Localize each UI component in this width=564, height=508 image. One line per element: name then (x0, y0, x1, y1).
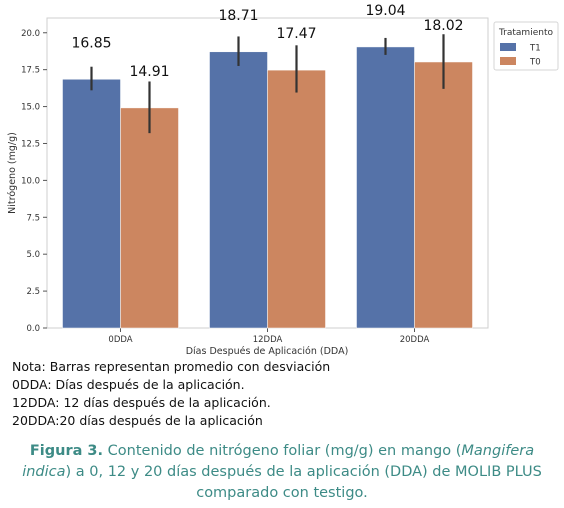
caption-text: ) a 0, 12 y 20 días después de la aplica… (65, 464, 542, 501)
x-tick-label: 12DDA (253, 335, 283, 345)
figure-caption: Figura 3. Contenido de nitrógeno foliar … (10, 441, 554, 504)
y-tick-label: 7.5 (26, 213, 40, 223)
y-tick-label: 10.0 (21, 176, 40, 186)
y-tick-label: 5.0 (26, 250, 40, 260)
y-tick-label: 0.0 (26, 324, 40, 334)
legend-label: T0 (529, 58, 541, 68)
caption-species: Mangifera indica (22, 443, 535, 480)
bars (62, 46, 473, 329)
x-axis-label: Días Después de Aplicación (DDA) (186, 346, 349, 357)
y-tick-label: 12.5 (21, 139, 40, 149)
bar-t1 (356, 46, 415, 329)
note-line: 20DDA:20 días después de la aplicación (12, 413, 263, 428)
error-bars (90, 34, 445, 134)
y-tick-label: 15.0 (21, 103, 40, 113)
y-axis-label: Nitrógeno (mg/g) (7, 132, 18, 214)
note-line: Nota: Barras representan promedio con de… (12, 359, 331, 374)
data-labels: 16.85 14.91 18.71 17.47 19.04 18.02 (71, 3, 463, 80)
y-axis: 0.0 2.5 5.0 7.5 10.0 12.5 15.0 17.5 20.0 (21, 29, 47, 334)
caption-label: Figura 3. (29, 443, 104, 459)
y-tick-label: 2.5 (26, 287, 40, 297)
x-axis: 0DDA 12DDA 20DDA (108, 328, 429, 345)
data-label: 16.85 (71, 35, 111, 51)
x-tick-label: 0DDA (108, 335, 132, 345)
legend-swatch-t1 (500, 43, 516, 51)
bar-t0 (414, 61, 473, 329)
note-line: 12DDA: 12 días después de la aplicación. (12, 395, 271, 410)
legend-swatch-t0 (500, 57, 516, 65)
data-label: 14.91 (129, 64, 169, 80)
bar-t0 (120, 107, 179, 329)
bar-t0 (267, 69, 326, 329)
data-label: 17.47 (276, 26, 316, 42)
chart-notes: Nota: Barras representan promedio con de… (12, 358, 552, 430)
legend-label: T1 (529, 44, 541, 54)
bar-chart: 0.0 2.5 5.0 7.5 10.0 12.5 15.0 17.5 20.0 0DDA 12D… (7, 3, 559, 357)
bar-t1 (62, 79, 121, 329)
x-tick-label: 20DDA (400, 335, 430, 345)
legend: Tratamiento T1 T0 (493, 21, 559, 71)
data-label: 18.71 (218, 8, 258, 24)
y-tick-label: 20.0 (21, 29, 40, 39)
bar-t1 (209, 51, 268, 329)
caption-text: Contenido de nitrógeno foliar (mg/g) en … (103, 443, 462, 459)
data-label: 19.04 (365, 3, 405, 19)
note-line: 0DDA: Días después de la aplicación. (12, 377, 245, 392)
legend-title: Tratamiento (498, 28, 553, 38)
y-tick-label: 17.5 (21, 66, 40, 76)
data-label: 18.02 (423, 18, 463, 34)
